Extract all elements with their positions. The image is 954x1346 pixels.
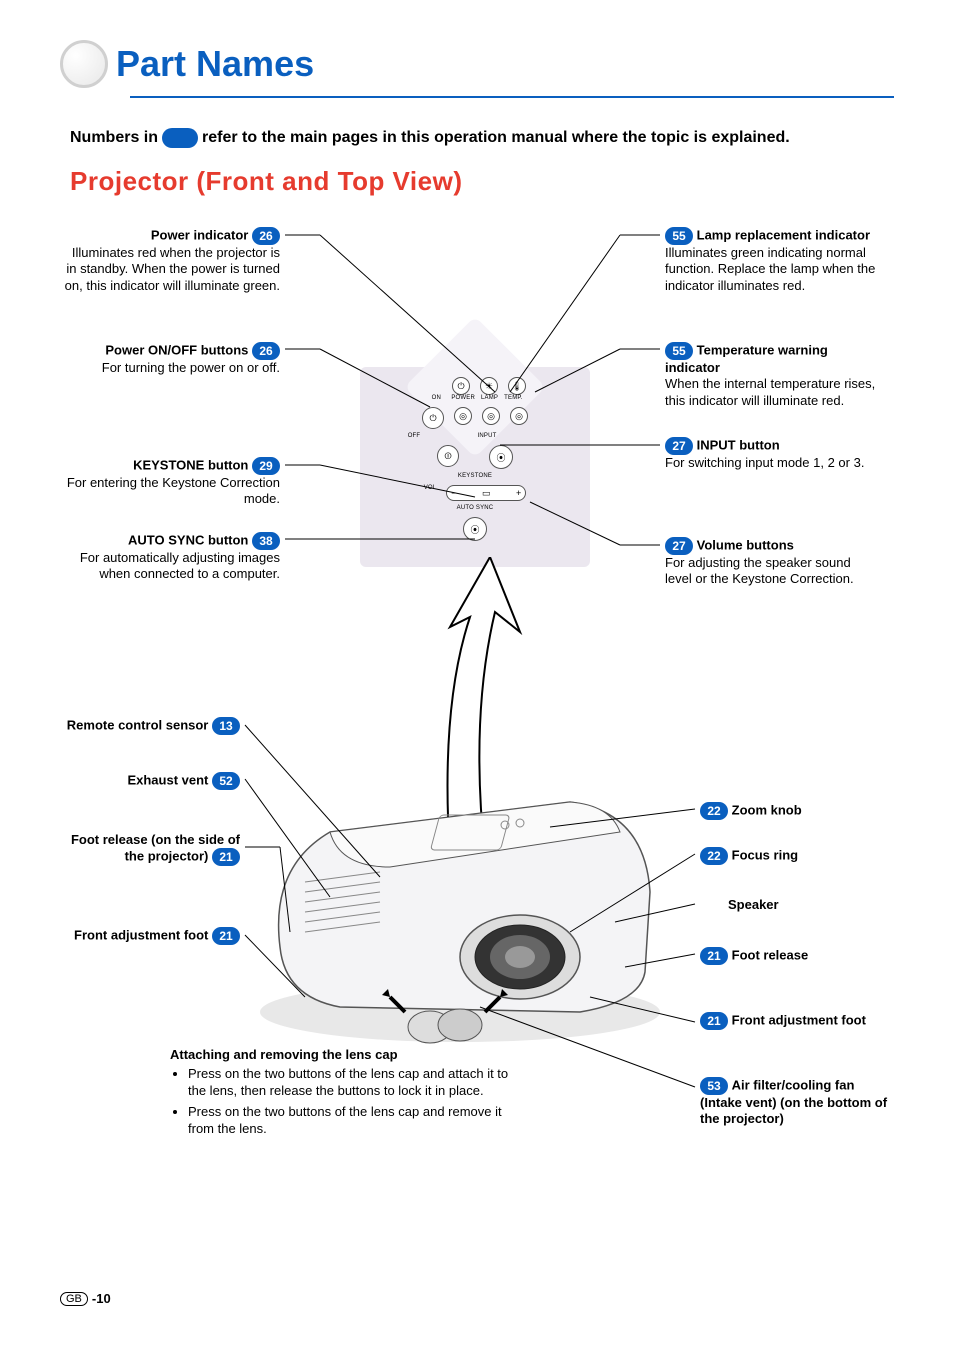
page-ref-badge-icon bbox=[162, 128, 198, 148]
title-underline bbox=[130, 96, 894, 98]
lenscap-instructions: Attaching and removing the lens cap Pres… bbox=[170, 1047, 520, 1142]
diagram-area: Power indicator 26 Illuminates red when … bbox=[60, 207, 894, 1207]
region-badge: GB bbox=[60, 1292, 88, 1306]
intro-suffix: refer to the main pages in this operatio… bbox=[202, 129, 790, 147]
title-ornament-circle bbox=[60, 40, 108, 88]
page-title-row: Part Names bbox=[60, 40, 894, 88]
page-footer: GB -10 bbox=[60, 1291, 111, 1306]
page-number: -10 bbox=[92, 1291, 111, 1306]
lenscap-item: Press on the two buttons of the lens cap… bbox=[188, 1066, 520, 1100]
lenscap-item: Press on the two buttons of the lens cap… bbox=[188, 1104, 520, 1138]
section-subtitle: Projector (Front and Top View) bbox=[70, 166, 894, 197]
intro-line: Numbers in refer to the main pages in th… bbox=[70, 128, 894, 148]
page-title: Part Names bbox=[116, 43, 314, 85]
lenscap-heading: Attaching and removing the lens cap bbox=[170, 1047, 520, 1062]
intro-prefix: Numbers in bbox=[70, 129, 158, 147]
